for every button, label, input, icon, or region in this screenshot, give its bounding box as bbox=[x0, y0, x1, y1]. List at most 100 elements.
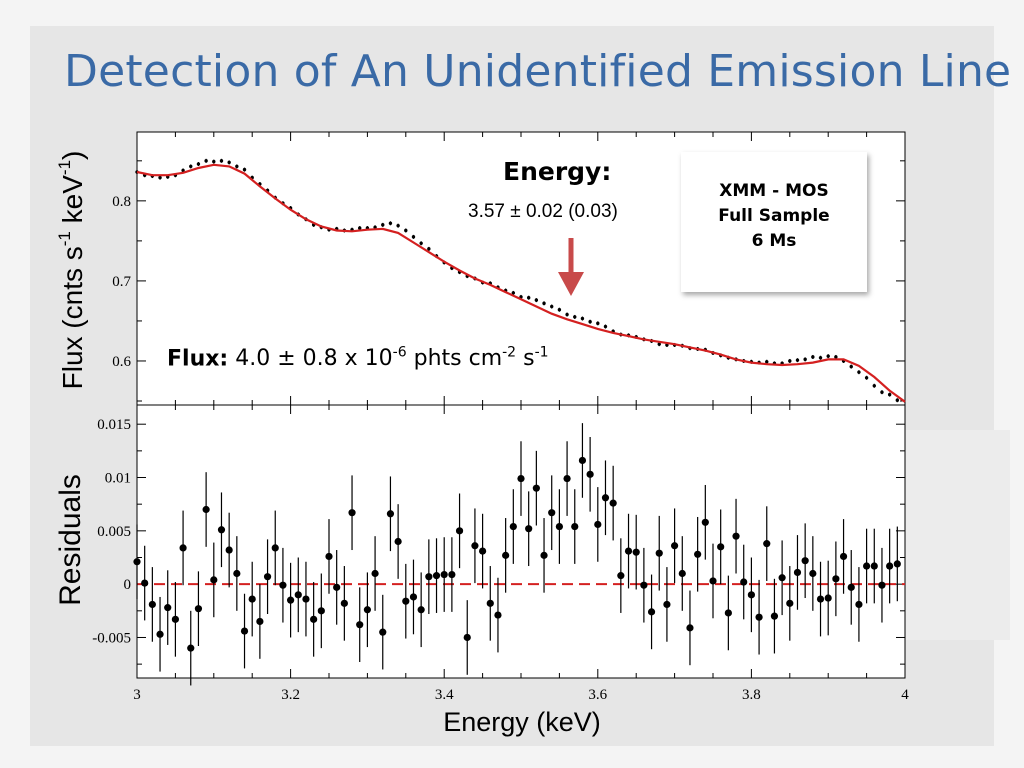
residual-point bbox=[747, 591, 756, 599]
data-point bbox=[795, 358, 800, 362]
y-tick-label: 0.7 bbox=[112, 274, 131, 290]
residual-point bbox=[763, 540, 771, 548]
data-point bbox=[219, 159, 224, 163]
residual-point bbox=[793, 568, 802, 577]
y-tick-label: -0.005 bbox=[92, 630, 131, 646]
data-point bbox=[887, 392, 892, 397]
data-point bbox=[803, 357, 807, 362]
residual-point bbox=[279, 581, 287, 589]
data-point bbox=[864, 376, 869, 380]
residual-point bbox=[371, 569, 379, 578]
residual-point bbox=[432, 572, 441, 580]
info-line-instrument: XMM - MOS bbox=[719, 181, 829, 201]
residual-point bbox=[486, 599, 494, 607]
residual-point bbox=[333, 583, 341, 591]
x-tick-label: 3.4 bbox=[435, 687, 454, 703]
x-tick-label: 4 bbox=[901, 687, 909, 703]
residual-point bbox=[409, 593, 418, 601]
data-point bbox=[534, 298, 539, 302]
residual-point bbox=[724, 609, 732, 617]
residual-point bbox=[379, 628, 387, 636]
data-point bbox=[565, 312, 569, 317]
data-point bbox=[788, 359, 792, 363]
residual-point bbox=[701, 518, 709, 526]
residual-point bbox=[893, 560, 901, 568]
residual-point bbox=[141, 579, 149, 587]
residual-point bbox=[786, 599, 794, 607]
residual-point bbox=[770, 612, 779, 620]
line-arrow-icon bbox=[558, 238, 584, 296]
residual-point bbox=[471, 542, 479, 550]
residual-point bbox=[878, 581, 886, 589]
residual-point bbox=[755, 613, 763, 621]
data-point bbox=[895, 398, 900, 402]
residual-point bbox=[609, 499, 617, 507]
residual-point bbox=[624, 547, 633, 555]
residual-point bbox=[271, 544, 279, 552]
data-point bbox=[158, 175, 162, 180]
residual-point bbox=[502, 551, 510, 559]
residual-point bbox=[148, 600, 156, 609]
residual-point bbox=[847, 583, 855, 591]
data-point bbox=[857, 370, 861, 374]
data-point bbox=[588, 320, 592, 324]
residual-point bbox=[855, 600, 863, 609]
residual-point bbox=[778, 574, 786, 582]
residual-point bbox=[717, 543, 725, 551]
residual-point bbox=[479, 547, 487, 555]
data-point bbox=[580, 316, 585, 321]
residual-point bbox=[133, 558, 141, 566]
energy-value: 3.57 ± 0.02 (0.03) bbox=[468, 201, 618, 222]
residual-point bbox=[302, 595, 310, 603]
residual-point bbox=[210, 576, 218, 584]
residual-point bbox=[671, 542, 679, 550]
residual-point bbox=[525, 525, 533, 533]
data-point bbox=[880, 390, 884, 394]
data-point bbox=[189, 164, 193, 169]
data-point bbox=[212, 159, 216, 164]
residuals-panel: -0.005 0 0.005 0.01 0.015 3 3.2 3.4 3.6 3.8 4 bbox=[92, 404, 909, 703]
residual-point bbox=[187, 644, 195, 652]
model-curve bbox=[136, 163, 906, 403]
residual-point bbox=[287, 596, 295, 604]
data-point bbox=[235, 164, 239, 169]
data-point bbox=[381, 223, 385, 227]
data-point bbox=[358, 226, 362, 230]
residual-point bbox=[294, 591, 302, 599]
residual-point bbox=[594, 520, 602, 529]
residual-point bbox=[563, 474, 571, 483]
residual-point bbox=[425, 573, 433, 581]
residual-point bbox=[356, 621, 364, 629]
data-point bbox=[227, 160, 231, 165]
data-point bbox=[550, 304, 554, 309]
residual-point bbox=[571, 522, 579, 531]
info-line-sample: Full Sample bbox=[718, 206, 830, 226]
data-point bbox=[557, 308, 562, 312]
data-point bbox=[404, 228, 408, 233]
data-point bbox=[603, 324, 608, 329]
residual-point bbox=[348, 509, 356, 517]
data-point bbox=[826, 354, 830, 358]
residual-point bbox=[816, 595, 825, 603]
info-box: XMM - MOS Full Sample 6 Ms bbox=[681, 152, 867, 292]
data-point bbox=[765, 360, 769, 364]
data-point bbox=[373, 225, 377, 229]
residual-point bbox=[886, 562, 894, 570]
residual-point bbox=[578, 456, 587, 465]
residual-point bbox=[709, 577, 717, 585]
residual-point bbox=[171, 615, 179, 623]
residual-point bbox=[240, 627, 249, 635]
residual-point bbox=[233, 569, 241, 578]
energy-label: Energy: bbox=[503, 157, 612, 186]
flux-value: 4.0 ± 0.8 x 10-6 phts cm-2 s-1 bbox=[235, 345, 549, 372]
residual-point bbox=[310, 615, 318, 623]
data-point bbox=[196, 162, 201, 166]
residual-point bbox=[225, 546, 233, 554]
residual-point bbox=[686, 624, 694, 632]
residual-point bbox=[340, 599, 348, 607]
slide-title: Detection of An Unidentified Emission Li… bbox=[64, 46, 1012, 97]
data-point bbox=[542, 301, 546, 306]
residual-point bbox=[317, 607, 325, 615]
residual-point bbox=[363, 606, 371, 614]
x-tick-label: 3.2 bbox=[281, 687, 300, 703]
